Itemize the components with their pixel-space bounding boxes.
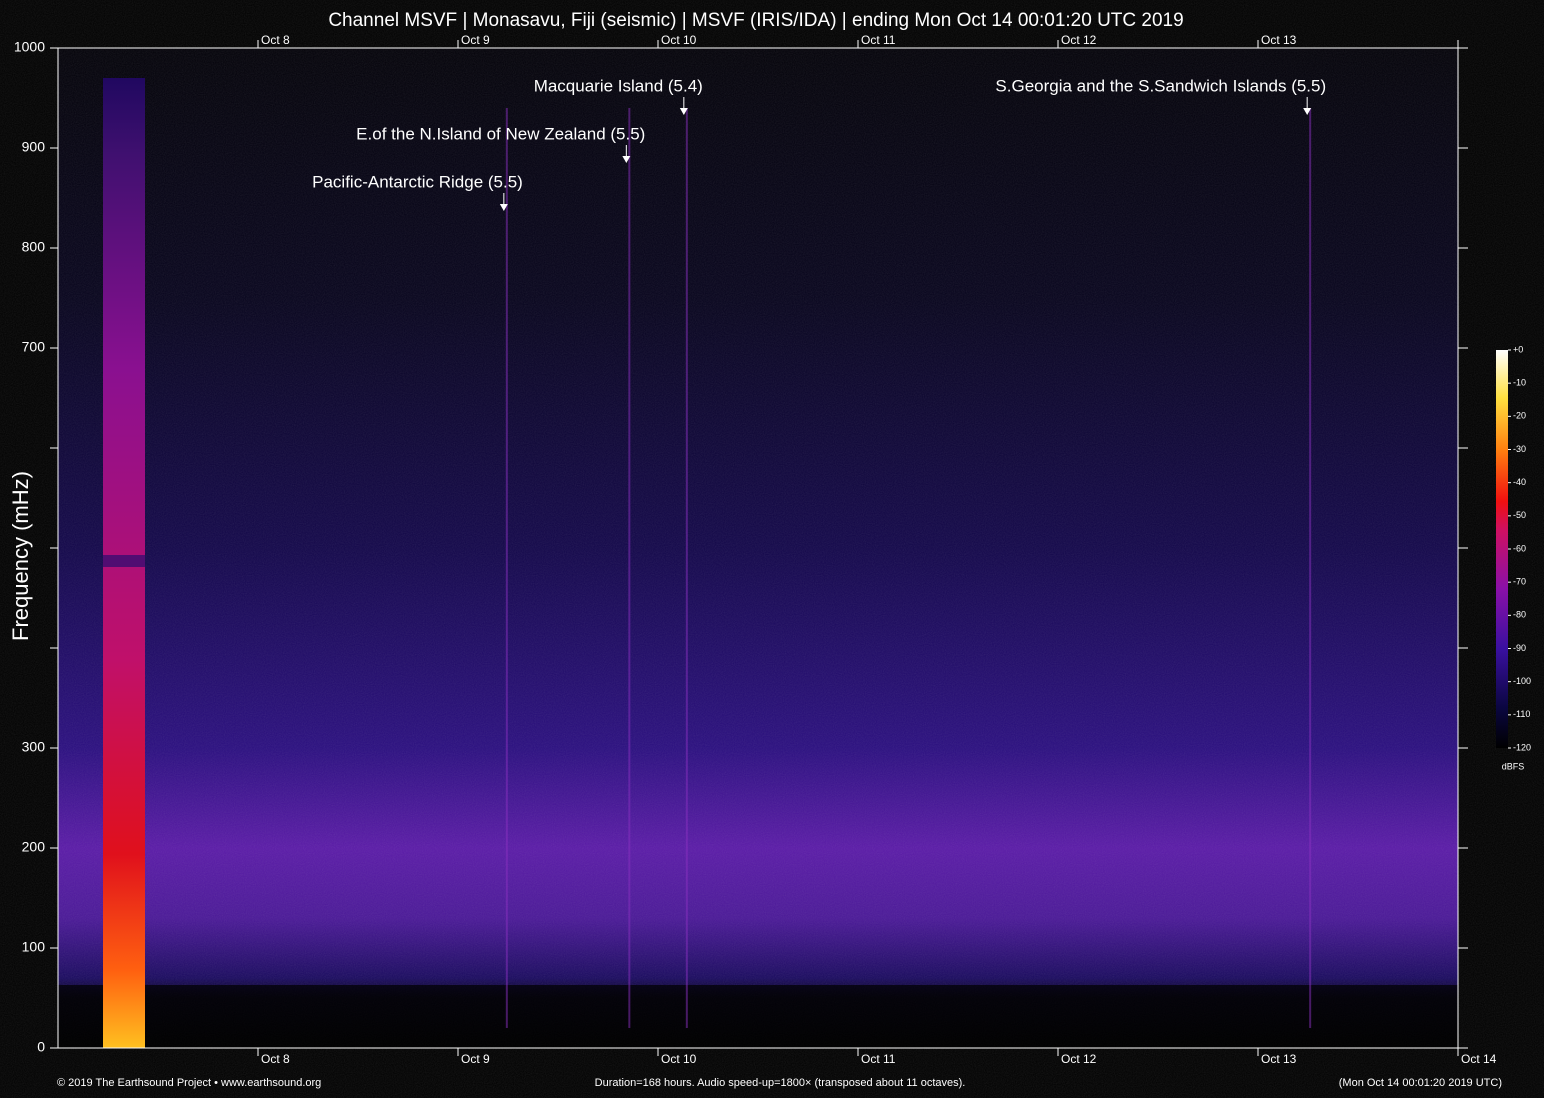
footer-center: Duration=168 hours. Audio speed-up=1800×…: [595, 1077, 966, 1089]
footer-left: © 2019 The Earthsound Project • www.eart…: [57, 1077, 321, 1089]
event-label: Macquarie Island (5.4): [534, 76, 703, 95]
colorbar-label: dBFS: [1502, 761, 1525, 771]
footer-right: (Mon Oct 14 00:01:20 2019 UTC): [1339, 1077, 1502, 1089]
event-label: Pacific-Antarctic Ridge (5.5): [312, 172, 523, 191]
y-tick-label: 800: [22, 239, 46, 255]
colorbar-tick-label: +0: [1513, 344, 1523, 354]
x-tick-label-top: Oct 11: [861, 33, 896, 47]
colorbar-tick-label: -110: [1513, 709, 1530, 719]
y-tick-label: 700: [22, 339, 46, 355]
y-tick-label: 1000: [14, 39, 45, 55]
y-tick-label: 100: [22, 939, 46, 955]
x-tick-label-top: Oct 9: [461, 33, 490, 47]
x-tick-label-top: Oct 8: [261, 33, 290, 47]
event-arrowhead: [679, 108, 688, 115]
colorbar-tick-label: -60: [1513, 543, 1526, 553]
event-label: S.Georgia and the S.Sandwich Islands (5.…: [995, 76, 1326, 95]
colorbar-tick-label: -70: [1513, 577, 1526, 587]
event-arrowhead: [1303, 108, 1312, 115]
x-tick-label: Oct 14: [1461, 1052, 1497, 1066]
colorbar-tick-label: -90: [1513, 643, 1526, 653]
x-tick-label-top: Oct 10: [661, 33, 697, 47]
colorbar-tick-label: -80: [1513, 610, 1526, 620]
colorbar: [1496, 350, 1508, 748]
x-tick-label: Oct 12: [1061, 1052, 1097, 1066]
y-tick-label: 200: [22, 839, 46, 855]
y-axis-label: Frequency (mHz): [8, 471, 33, 641]
spectrogram-gap: [103, 555, 145, 567]
noise-texture: [58, 48, 1458, 1048]
y-tick-label: 300: [22, 739, 46, 755]
colorbar-tick-label: -40: [1513, 477, 1526, 487]
colorbar-tick-label: -20: [1513, 411, 1526, 421]
colorbar-tick-label: -50: [1513, 510, 1526, 520]
colorbar-tick-label: -120: [1513, 742, 1531, 752]
y-tick-label: 0: [37, 1039, 45, 1055]
x-tick-label: Oct 11: [861, 1052, 896, 1066]
x-tick-label: Oct 8: [261, 1052, 290, 1066]
colorbar-tick-label: -30: [1513, 444, 1526, 454]
x-tick-label: Oct 10: [661, 1052, 697, 1066]
x-tick-label: Oct 9: [461, 1052, 490, 1066]
x-tick-label: Oct 13: [1261, 1052, 1297, 1066]
event-arrowhead: [499, 204, 508, 211]
x-tick-label-top: Oct 12: [1061, 33, 1097, 47]
x-tick-label-top: Oct 13: [1261, 33, 1297, 47]
chart-title: Channel MSVF | Monasavu, Fiji (seismic) …: [328, 10, 1183, 31]
y-tick-label: 900: [22, 139, 46, 155]
low-band: [58, 985, 1458, 1048]
colorbar-tick-label: -10: [1513, 378, 1526, 388]
event-arrowhead: [622, 156, 631, 163]
colorbar-tick-label: -100: [1513, 676, 1531, 686]
event-label: E.of the N.Island of New Zealand (5.5): [356, 124, 645, 143]
